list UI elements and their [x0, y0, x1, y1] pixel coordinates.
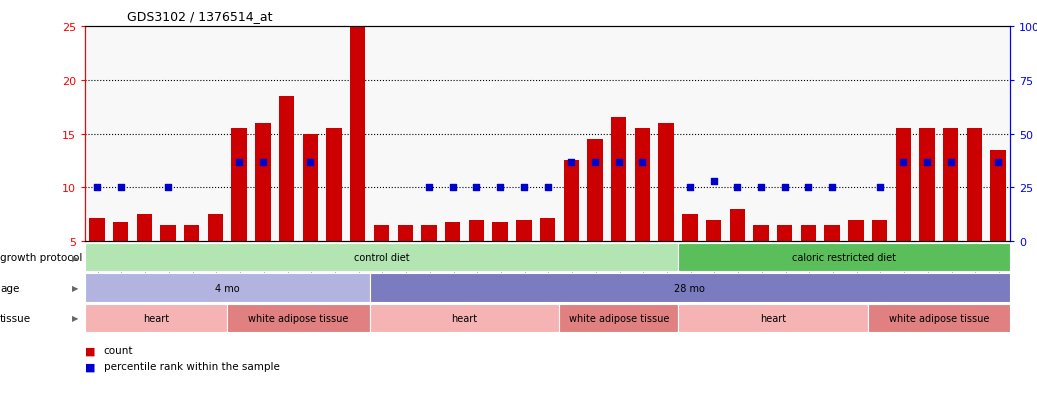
Bar — [943, 129, 958, 242]
Text: control diet: control diet — [354, 253, 410, 263]
Bar — [990, 150, 1006, 242]
Bar — [966, 129, 982, 242]
Bar — [445, 222, 460, 242]
Bar — [397, 225, 413, 242]
Bar — [516, 220, 532, 242]
Text: GDS3102 / 1376514_at: GDS3102 / 1376514_at — [127, 10, 272, 23]
Point — [777, 185, 793, 191]
Bar — [635, 129, 650, 242]
Point — [705, 178, 722, 185]
Point — [88, 185, 105, 191]
Point — [587, 159, 604, 166]
Bar — [137, 215, 152, 242]
Bar — [184, 225, 199, 242]
Point — [990, 159, 1007, 166]
Text: ▶: ▶ — [73, 283, 79, 292]
Bar — [540, 218, 555, 242]
Bar — [255, 123, 271, 242]
Point — [681, 185, 698, 191]
Point — [302, 159, 318, 166]
Text: white adipose tissue: white adipose tissue — [889, 313, 989, 323]
Bar — [89, 218, 105, 242]
Point — [753, 185, 769, 191]
Bar — [658, 123, 674, 242]
Text: count: count — [104, 346, 133, 356]
Text: heart: heart — [451, 313, 478, 323]
Text: percentile rank within the sample: percentile rank within the sample — [104, 361, 280, 371]
Point — [823, 185, 840, 191]
Point — [160, 185, 176, 191]
Point — [539, 185, 556, 191]
Text: caloric restricted diet: caloric restricted diet — [792, 253, 896, 263]
Bar — [824, 225, 840, 242]
Text: white adipose tissue: white adipose tissue — [248, 313, 348, 323]
Text: growth protocol: growth protocol — [0, 253, 82, 263]
Bar — [682, 215, 698, 242]
Bar — [896, 129, 912, 242]
Text: age: age — [0, 283, 20, 293]
Bar — [373, 225, 389, 242]
Bar — [777, 225, 792, 242]
Bar — [207, 215, 223, 242]
Point — [445, 185, 461, 191]
Bar — [872, 220, 888, 242]
Bar — [303, 134, 318, 242]
Point — [515, 185, 532, 191]
Bar — [351, 27, 365, 242]
Point — [421, 185, 438, 191]
Bar — [161, 225, 175, 242]
Text: white adipose tissue: white adipose tissue — [568, 313, 669, 323]
Text: heart: heart — [760, 313, 786, 323]
Bar — [753, 225, 768, 242]
Bar — [493, 222, 508, 242]
Point — [255, 159, 272, 166]
Text: 4 mo: 4 mo — [215, 283, 240, 293]
Bar — [848, 220, 864, 242]
Bar — [587, 140, 602, 242]
Text: ▶: ▶ — [73, 253, 79, 262]
Text: ▶: ▶ — [73, 313, 79, 323]
Point — [492, 185, 508, 191]
Point — [112, 185, 129, 191]
Point — [871, 185, 888, 191]
Bar — [706, 220, 722, 242]
Point — [468, 185, 484, 191]
Bar — [231, 129, 247, 242]
Point — [231, 159, 248, 166]
Text: tissue: tissue — [0, 313, 31, 323]
Point — [611, 159, 627, 166]
Bar — [421, 225, 437, 242]
Point — [729, 185, 746, 191]
Text: 28 mo: 28 mo — [674, 283, 705, 293]
Text: ■: ■ — [85, 361, 95, 371]
Text: ■: ■ — [85, 346, 95, 356]
Point — [943, 159, 959, 166]
Point — [919, 159, 935, 166]
Bar — [563, 161, 579, 242]
Bar — [730, 209, 745, 242]
Bar — [113, 222, 129, 242]
Bar — [920, 129, 934, 242]
Bar — [801, 225, 816, 242]
Point — [895, 159, 912, 166]
Point — [801, 185, 817, 191]
Bar — [327, 129, 342, 242]
Text: heart: heart — [143, 313, 169, 323]
Bar — [279, 97, 295, 242]
Bar — [469, 220, 484, 242]
Point — [634, 159, 650, 166]
Point — [563, 159, 580, 166]
Bar — [611, 118, 626, 242]
